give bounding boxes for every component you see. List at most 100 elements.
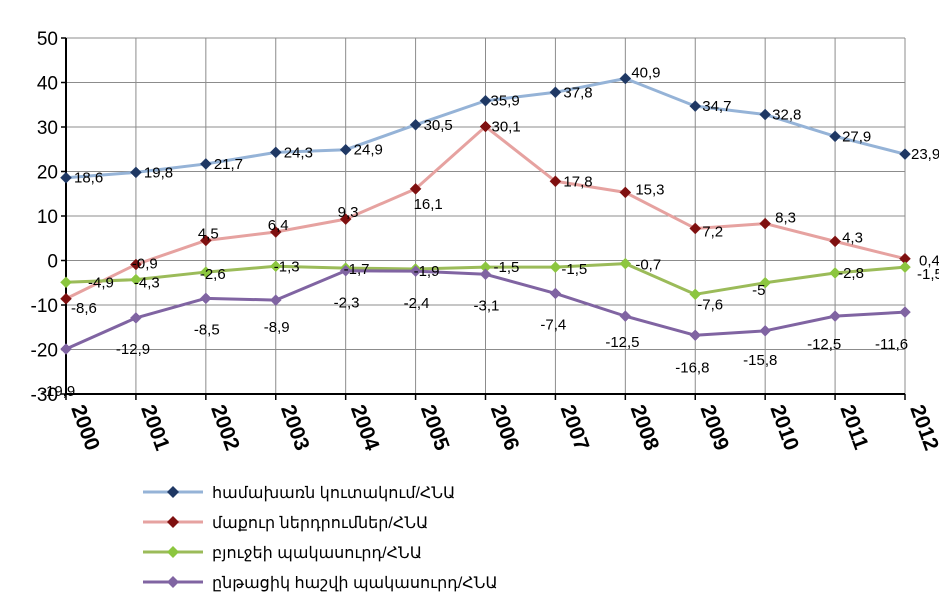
data-point-marker	[619, 72, 632, 85]
data-label: -1,5	[917, 266, 939, 283]
data-point-marker	[269, 260, 282, 273]
x-tick-label: 2003	[276, 402, 314, 454]
data-label: 6,4	[268, 217, 289, 234]
data-point-marker	[759, 217, 772, 230]
data-point-marker	[199, 158, 212, 170]
data-label: -1,7	[344, 261, 370, 278]
data-point-marker	[479, 94, 492, 107]
data-labels: 18,6 19,8 21,7 24,3 24,9 30,5 35,9 37,8 40,9 34,7…	[41, 64, 939, 400]
data-label: 7,2	[702, 223, 723, 240]
y-tick-label: 50	[37, 29, 58, 50]
data-point-marker	[689, 222, 702, 235]
data-point-marker	[60, 292, 72, 305]
data-label: 15,3	[635, 181, 664, 198]
data-point-marker	[409, 118, 422, 131]
data-label: 17,8	[563, 173, 592, 190]
data-point-marker	[409, 265, 422, 278]
legend-marker	[167, 576, 179, 588]
data-label: -4,3	[134, 275, 160, 292]
data-label: -1,3	[274, 258, 300, 275]
x-axis-ticks: 2000 2001 2002 2003 2004 2005 2006 2007 2008 2009…	[66, 402, 939, 454]
data-point-marker	[829, 267, 841, 279]
legend-label: բյուջեի պակասուրդ/ՀՆԱ	[212, 545, 422, 562]
data-point-marker	[759, 324, 772, 337]
y-tick-label: 0	[47, 252, 58, 273]
data-label: -19,9	[41, 383, 75, 400]
data-point-marker	[619, 257, 632, 270]
data-label: -5	[752, 282, 765, 299]
x-tick-label: 2012	[905, 402, 939, 454]
y-tick-label: 10	[37, 207, 58, 228]
legend-marker	[167, 516, 179, 528]
data-point-marker	[759, 108, 772, 121]
data-label: 30,1	[492, 119, 521, 136]
data-point-marker	[199, 234, 212, 247]
data-label: 30,5	[424, 117, 453, 134]
data-label: -2,8	[838, 265, 864, 282]
data-point-marker	[339, 213, 352, 225]
data-point-marker	[60, 171, 72, 184]
data-point-marker	[199, 266, 212, 278]
data-point-marker	[549, 287, 562, 300]
data-point-marker	[269, 146, 282, 159]
data-point-marker	[899, 261, 911, 274]
data-point-marker	[60, 343, 72, 355]
data-label: -2,3	[334, 295, 360, 312]
x-tick-label: 2009	[696, 402, 734, 454]
legend-marker	[167, 546, 179, 558]
data-point-marker	[619, 186, 632, 199]
data-label: -2,6	[200, 266, 226, 283]
data-point-marker	[689, 329, 702, 342]
data-label: 8,3	[775, 210, 796, 227]
data-label: -8,9	[264, 319, 290, 336]
data-label: 40,9	[631, 64, 660, 81]
data-point-marker	[759, 276, 772, 289]
y-tick-label: -30	[31, 385, 58, 406]
data-label: 24,3	[284, 144, 313, 161]
y-axis-ticks: 50 40 30 20 10 0 -10 -20 -30	[31, 29, 58, 406]
data-label: -0,9	[132, 256, 158, 273]
data-label: -7,6	[697, 296, 723, 313]
data-label: 32,8	[772, 107, 801, 124]
data-label: 4,5	[198, 225, 219, 242]
y-tick-label: 30	[37, 118, 58, 139]
x-tick-label: 2001	[136, 402, 174, 454]
axes	[61, 37, 906, 400]
data-point-marker	[549, 175, 562, 188]
data-point-marker	[409, 183, 422, 195]
data-point-marker	[339, 264, 352, 277]
y-tick-label: -10	[31, 296, 58, 317]
data-label: 4,3	[842, 229, 863, 246]
data-label: -4,9	[88, 274, 114, 291]
x-tick-label: 2011	[835, 402, 872, 453]
data-label: 35,9	[491, 93, 520, 110]
data-label: -8,6	[71, 300, 97, 317]
x-tick-label: 2008	[626, 402, 664, 454]
data-point-marker	[829, 310, 841, 322]
data-label: 34,7	[702, 98, 731, 115]
data-label: -16,8	[675, 359, 709, 376]
legend: համախառն կուտակում/ՀՆԱ մաքուր ներդրումներ…	[143, 485, 498, 592]
data-point-marker	[60, 276, 72, 289]
data-label: -1,5	[561, 261, 587, 278]
x-tick-label: 2000	[66, 402, 104, 454]
data-label: 9,3	[338, 204, 359, 221]
x-tick-label: 2010	[765, 402, 803, 454]
legend-label: համախառն կուտակում/ՀՆԱ	[212, 485, 455, 502]
legend-marker	[167, 486, 179, 498]
data-point-marker	[829, 130, 841, 143]
data-label: -15,8	[743, 352, 777, 369]
data-point-marker	[829, 235, 841, 248]
data-point-marker	[130, 258, 142, 271]
data-point-marker	[130, 166, 142, 179]
data-label: -12,5	[807, 336, 841, 353]
data-point-marker	[899, 148, 911, 160]
data-label: -3,1	[474, 297, 500, 314]
legend-label: մաքուր ներդրումներ/ՀՆԱ	[212, 515, 428, 532]
y-tick-label: 20	[37, 163, 58, 184]
data-label: -12,9	[116, 341, 150, 358]
data-label: 0,4	[919, 253, 939, 270]
data-label: 16,1	[414, 196, 443, 213]
